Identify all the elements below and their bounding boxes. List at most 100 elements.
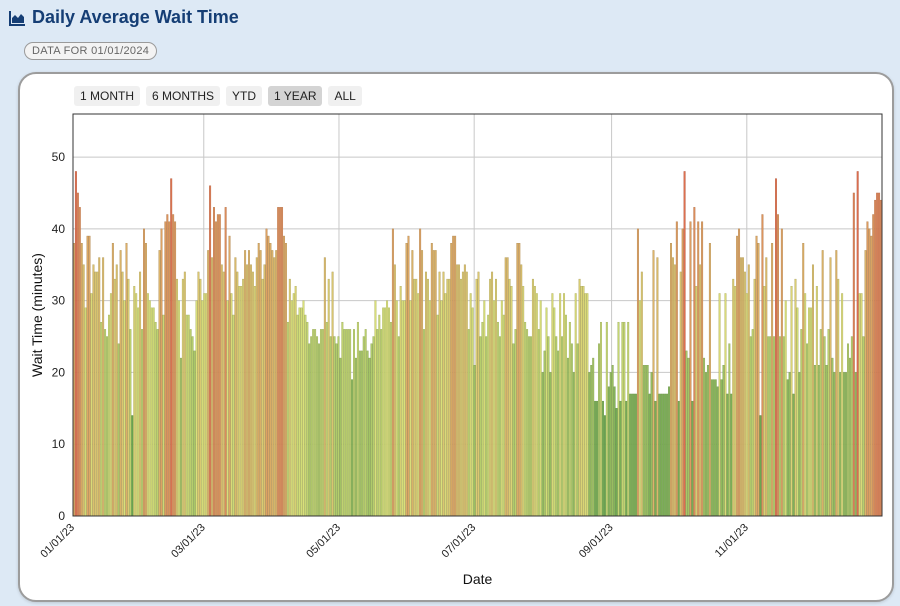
bar[interactable] [183, 271, 186, 517]
bar[interactable] [687, 357, 690, 517]
bar[interactable] [189, 329, 192, 517]
bar[interactable] [294, 286, 297, 517]
bar[interactable] [154, 321, 157, 517]
bar[interactable] [407, 235, 410, 517]
bar[interactable] [117, 343, 120, 517]
bar[interactable] [176, 278, 179, 517]
bar[interactable] [304, 314, 307, 517]
bar[interactable] [139, 271, 142, 517]
bar[interactable] [852, 192, 855, 517]
bar[interactable] [424, 271, 427, 517]
bar[interactable] [477, 271, 480, 517]
bar[interactable] [273, 257, 276, 517]
bar[interactable] [642, 365, 645, 517]
bar[interactable] [92, 264, 95, 517]
bar[interactable] [878, 192, 881, 517]
bar[interactable] [292, 293, 295, 517]
bar[interactable] [413, 278, 416, 517]
bar[interactable] [743, 271, 746, 517]
bar[interactable] [858, 293, 861, 517]
bar[interactable] [411, 250, 414, 517]
bar[interactable] [249, 264, 252, 517]
bar[interactable] [570, 343, 573, 517]
bar[interactable] [745, 293, 748, 517]
bar[interactable] [677, 400, 680, 517]
bar[interactable] [382, 307, 385, 517]
bar[interactable] [718, 293, 721, 517]
bar[interactable] [734, 286, 737, 517]
bar[interactable] [150, 307, 153, 517]
bar[interactable] [152, 307, 155, 517]
bar[interactable] [716, 386, 719, 517]
bar[interactable] [446, 278, 449, 517]
bar[interactable] [222, 271, 225, 517]
bar[interactable] [685, 350, 688, 517]
bar[interactable] [290, 300, 293, 517]
bar[interactable] [339, 357, 342, 517]
bar[interactable] [493, 300, 496, 517]
bar[interactable] [389, 321, 392, 517]
bar[interactable] [298, 307, 301, 517]
bar[interactable] [489, 278, 492, 517]
bar[interactable] [843, 372, 846, 517]
bar[interactable] [679, 271, 682, 517]
bar[interactable] [703, 357, 706, 517]
bar[interactable] [658, 393, 661, 517]
bar[interactable] [726, 393, 729, 517]
bar[interactable] [96, 271, 99, 517]
bar[interactable] [543, 350, 546, 517]
bar[interactable] [553, 307, 556, 517]
bar[interactable] [491, 271, 494, 517]
bar[interactable] [778, 336, 781, 517]
bar[interactable] [514, 329, 517, 517]
bar[interactable] [469, 293, 472, 517]
bar[interactable] [496, 321, 499, 517]
bar[interactable] [144, 243, 147, 517]
bar[interactable] [321, 329, 324, 517]
bar[interactable] [572, 372, 575, 517]
bar[interactable] [220, 264, 223, 517]
bar[interactable] [423, 329, 425, 517]
bar[interactable] [848, 357, 851, 517]
bar[interactable] [300, 307, 303, 517]
range-button-all[interactable]: ALL [328, 86, 362, 106]
bar[interactable] [629, 393, 632, 517]
bar[interactable] [195, 300, 198, 517]
bar[interactable] [868, 228, 871, 517]
bar[interactable] [80, 243, 83, 517]
bar[interactable] [146, 293, 149, 517]
bar[interactable] [806, 343, 809, 517]
bar[interactable] [594, 400, 597, 517]
bar[interactable] [109, 293, 112, 517]
bar[interactable] [405, 243, 408, 517]
bar[interactable] [94, 271, 97, 517]
bar[interactable] [360, 350, 363, 517]
bar[interactable] [224, 207, 227, 517]
bar[interactable] [454, 235, 457, 517]
bar[interactable] [646, 365, 649, 517]
bar[interactable] [808, 307, 811, 517]
bar[interactable] [636, 228, 639, 517]
bar[interactable] [84, 307, 87, 517]
bar[interactable] [358, 350, 361, 517]
bar[interactable] [506, 257, 509, 517]
bar[interactable] [578, 278, 581, 517]
bar[interactable] [82, 264, 85, 517]
bar[interactable] [592, 357, 595, 517]
bar[interactable] [811, 264, 814, 517]
bar[interactable] [248, 250, 250, 517]
bar[interactable] [782, 336, 785, 517]
bar[interactable] [660, 393, 663, 517]
bar[interactable] [510, 286, 513, 517]
bar[interactable] [757, 243, 760, 517]
bar[interactable] [666, 393, 669, 517]
bar[interactable] [640, 271, 643, 517]
bar[interactable] [471, 307, 474, 517]
bar[interactable] [162, 314, 165, 517]
bar[interactable] [341, 321, 344, 517]
bar[interactable] [329, 336, 332, 517]
bar[interactable] [168, 221, 171, 517]
bar[interactable] [395, 300, 398, 517]
bar[interactable] [712, 379, 715, 517]
bar[interactable] [635, 393, 637, 517]
